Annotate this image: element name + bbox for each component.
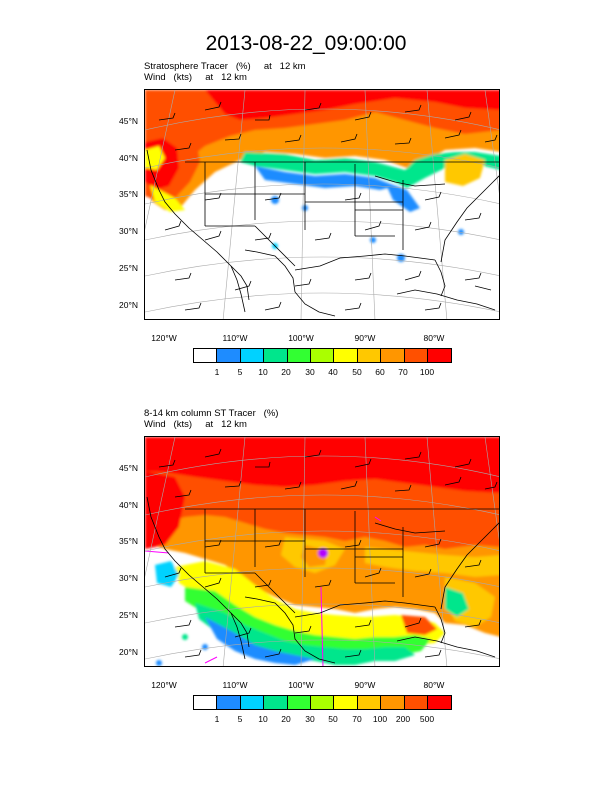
bottom-map [144, 436, 500, 667]
bottom-lon-label: 120°W [151, 680, 177, 690]
bottom-colorbar-label: 70 [352, 714, 362, 724]
bottom-colorbar-label: 500 [419, 714, 435, 724]
bottom-colorbar-label: 20 [281, 714, 291, 724]
colorbar-swatch [404, 349, 428, 362]
bottom-colorbar-label: 1 [214, 714, 220, 724]
colorbar-swatch [287, 696, 311, 709]
top-lon-label: 80°W [423, 333, 445, 343]
bottom-colorbar-label: 50 [328, 714, 338, 724]
top-lat-label: 40°N [119, 153, 138, 163]
main-title: 2013-08-22_09:00:00 [205, 32, 407, 55]
bottom-lat-label: 35°N [119, 536, 138, 546]
top-colorbar-label: 1 [214, 367, 220, 377]
bottom-lon-label: 100°W [288, 680, 314, 690]
top-colorbar-label: 100 [419, 367, 435, 377]
colorbar-swatch [264, 696, 288, 709]
top-lat-label: 45°N [119, 116, 138, 126]
colorbar-swatch [404, 696, 428, 709]
top-colorbar-label: 20 [281, 367, 291, 377]
bottom-colorbar-label: 10 [258, 714, 268, 724]
top-colorbar-label: 40 [328, 367, 338, 377]
top-colorbar-label: 10 [258, 367, 268, 377]
top-lon-label: 90°W [354, 333, 376, 343]
bottom-lon-label: 110°W [222, 680, 248, 690]
top-colorbar-label: 60 [375, 367, 385, 377]
bottom-panel-title-1: 8-14 km column ST Tracer (%) [144, 408, 279, 419]
bottom-panel-title-2: Wind (kts) at 12 km [144, 419, 247, 430]
top-lat-label: 35°N [119, 189, 138, 199]
top-lat-label: 20°N [119, 300, 138, 310]
top-lat-label: 25°N [119, 263, 138, 273]
top-lat-label: 30°N [119, 226, 138, 236]
bottom-colorbar [193, 695, 453, 710]
top-colorbar-label: 5 [237, 367, 243, 377]
top-panel-title-1: Stratosphere Tracer (%) at 12 km [144, 61, 306, 72]
colorbar-swatch [357, 696, 382, 709]
bottom-lat-label: 25°N [119, 610, 138, 620]
colorbar-swatch [217, 349, 241, 362]
top-lon-label: 120°W [151, 333, 177, 343]
colorbar-swatch [264, 349, 288, 362]
bottom-lon-label: 90°W [354, 680, 376, 690]
top-panel-title-2: Wind (kts) at 12 km [144, 72, 247, 83]
top-colorbar-label: 70 [398, 367, 408, 377]
bottom-lon-label: 80°W [423, 680, 445, 690]
colorbar-swatch [287, 349, 311, 362]
colorbar-swatch [217, 696, 241, 709]
colorbar-swatch [381, 696, 405, 709]
colorbar-swatch [194, 696, 218, 709]
colorbar-swatch [240, 349, 265, 362]
colorbar-swatch [310, 696, 335, 709]
colorbar-swatch [357, 349, 382, 362]
colorbar-swatch [427, 696, 452, 709]
top-lon-label: 110°W [222, 333, 248, 343]
bottom-colorbar-label: 200 [395, 714, 411, 724]
colorbar-swatch [381, 349, 405, 362]
bottom-colorbar-label: 5 [237, 714, 243, 724]
top-map [144, 89, 500, 320]
top-colorbar-label: 30 [305, 367, 315, 377]
bottom-lat-label: 30°N [119, 573, 138, 583]
colorbar-swatch [334, 349, 358, 362]
colorbar-swatch [310, 349, 335, 362]
bottom-lat-label: 40°N [119, 500, 138, 510]
colorbar-swatch [194, 349, 218, 362]
colorbar-swatch [240, 696, 265, 709]
colorbar-swatch [427, 349, 452, 362]
bottom-lat-label: 45°N [119, 463, 138, 473]
top-colorbar-label: 50 [352, 367, 362, 377]
colorbar-swatch [334, 696, 358, 709]
bottom-colorbar-label: 30 [305, 714, 315, 724]
bottom-lat-label: 20°N [119, 647, 138, 657]
top-colorbar [193, 348, 453, 363]
top-lon-label: 100°W [288, 333, 314, 343]
bottom-colorbar-label: 100 [372, 714, 388, 724]
